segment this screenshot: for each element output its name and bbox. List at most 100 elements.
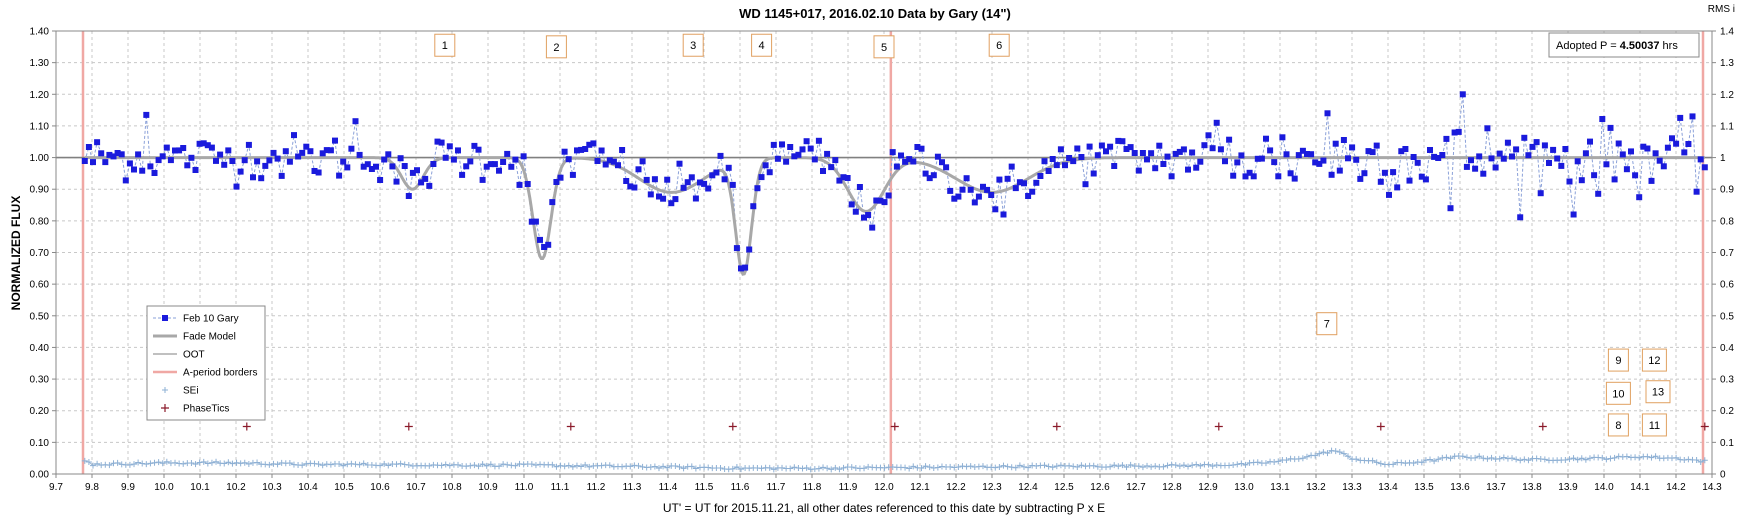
data-point <box>1324 110 1331 117</box>
data-point <box>697 179 703 186</box>
plot-frame <box>55 30 1713 475</box>
data-point <box>791 153 798 160</box>
sei-marker <box>1340 450 1347 457</box>
sei-marker <box>1148 463 1155 470</box>
data-point <box>1217 146 1224 153</box>
data-point <box>1439 152 1446 158</box>
data-point <box>1673 140 1680 147</box>
data-point <box>204 142 211 149</box>
data-point <box>1230 172 1237 179</box>
data-point <box>1283 151 1290 158</box>
data-point <box>1033 179 1040 186</box>
sei-marker <box>1324 450 1331 457</box>
y-tick-label-left: 0.50 <box>30 311 50 322</box>
sei-marker <box>1644 453 1651 460</box>
data-point <box>1500 155 1507 162</box>
data-point <box>1209 145 1216 152</box>
data-point <box>1353 156 1360 163</box>
data-point <box>1016 179 1023 186</box>
data-point <box>340 158 347 165</box>
sei-marker <box>1521 456 1528 463</box>
x-tick-label: 10.0 <box>154 482 174 493</box>
annotation-box <box>682 33 704 57</box>
annotation-label: 8 <box>1615 420 1621 432</box>
data-point <box>799 146 806 153</box>
data-point <box>241 157 248 164</box>
data-point <box>557 174 564 181</box>
sei-marker <box>1632 454 1639 461</box>
x-tick-label: 9.7 <box>49 482 63 493</box>
sei-marker <box>840 464 847 471</box>
data-point <box>352 118 359 125</box>
data-point <box>1172 150 1179 157</box>
data-point <box>836 177 843 184</box>
data-point <box>1213 119 1220 126</box>
sei-marker <box>1238 460 1245 467</box>
sei-marker <box>828 466 835 473</box>
right-axis-label: RMS i <box>1708 4 1735 15</box>
x-tick-label: 13.7 <box>1486 482 1506 493</box>
sei-marker <box>1168 461 1175 468</box>
data-point <box>438 139 445 146</box>
data-point <box>1152 165 1159 172</box>
data-point <box>1049 156 1056 162</box>
sei-marker <box>1603 456 1610 463</box>
sei-marker <box>475 463 482 470</box>
data-point <box>114 150 121 156</box>
sei-marker <box>1123 464 1130 471</box>
annotation-label: 4 <box>759 40 765 52</box>
data-point <box>729 181 736 188</box>
data-point <box>750 203 757 210</box>
data-point <box>1681 149 1688 156</box>
x-tick-label: 12.4 <box>1018 482 1038 493</box>
sei-marker <box>1488 454 1495 461</box>
sei-marker <box>131 461 138 468</box>
x-tick-label: 12.5 <box>1054 482 1074 493</box>
data-point <box>377 177 384 183</box>
sei-marker <box>1172 462 1179 469</box>
x-tick-label: 14.2 <box>1666 482 1686 493</box>
data-point <box>1525 152 1532 159</box>
data-point <box>311 168 318 174</box>
sei-marker <box>340 462 347 469</box>
phase-tic-marker <box>728 422 737 431</box>
sei-marker <box>467 462 474 469</box>
y-tick-label-right: 1.3 <box>1720 58 1734 69</box>
sei-marker <box>729 465 736 472</box>
sei-marker <box>274 461 281 468</box>
sei-marker <box>1566 456 1573 463</box>
y-axis-label: NORMALIZED FLUX <box>9 196 23 311</box>
sei-marker <box>1513 456 1520 463</box>
data-point <box>147 163 154 170</box>
x-tick-label: 10.5 <box>334 482 354 493</box>
sei-marker <box>1230 462 1237 469</box>
legend-label: PhaseTics <box>183 404 229 415</box>
data-point <box>512 156 519 163</box>
data-point <box>1295 152 1302 159</box>
data-point <box>1533 139 1540 146</box>
phase-tic-marker <box>890 422 899 431</box>
data-point <box>1398 148 1405 155</box>
data-point <box>155 157 162 164</box>
sei-marker <box>208 459 215 466</box>
data-point <box>545 241 552 248</box>
sei-marker <box>758 465 765 472</box>
sei-marker <box>598 462 605 469</box>
data-point <box>1189 149 1196 156</box>
sei-marker <box>910 463 917 470</box>
data-point <box>623 178 630 184</box>
data-point <box>418 179 425 186</box>
data-point <box>1246 169 1253 176</box>
phase-tic-marker <box>242 422 251 431</box>
data-point <box>1205 132 1212 139</box>
data-point <box>528 218 535 225</box>
data-point <box>1041 158 1048 165</box>
data-point <box>422 175 429 182</box>
sei-marker <box>1410 460 1417 467</box>
data-point <box>541 244 548 250</box>
data-point <box>848 201 855 208</box>
data-point <box>1476 153 1483 160</box>
data-point <box>1119 138 1126 145</box>
sei-marker <box>1176 463 1183 470</box>
data-point <box>643 176 650 183</box>
